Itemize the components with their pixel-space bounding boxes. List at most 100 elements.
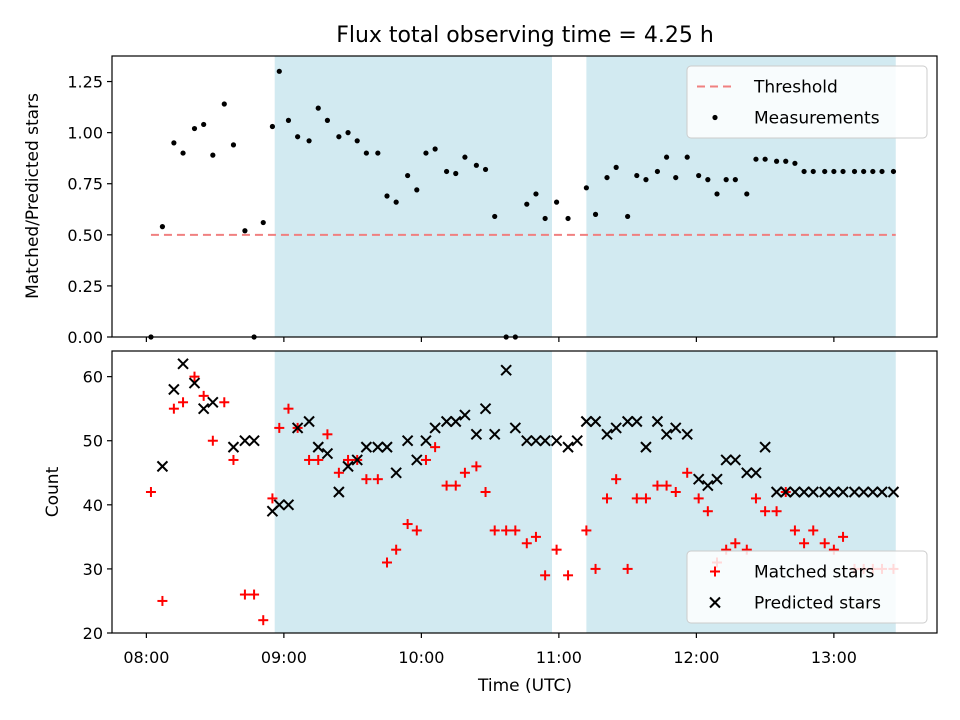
- legend-label: Measurements: [754, 109, 880, 129]
- matched-star-point: [219, 397, 230, 408]
- matched-star-point: [430, 442, 441, 453]
- predicted-star-point: [227, 441, 240, 453]
- predicted-star-point: [660, 428, 673, 441]
- measurement-point: [306, 138, 312, 144]
- measurement-point: [295, 134, 301, 140]
- predicted-star-point: [589, 415, 602, 428]
- y-tick-label: 0.25: [67, 277, 103, 296]
- predicted-star-point: [381, 441, 393, 453]
- observing-interval-0: [274, 351, 552, 633]
- predicted-star-point: [837, 486, 849, 498]
- measurement-point: [822, 168, 828, 175]
- predicted-star-point: [168, 383, 180, 396]
- matched-star-point: [228, 454, 239, 465]
- predicted-star-point: [342, 460, 354, 473]
- predicted-star-point: [429, 422, 441, 434]
- matched-star-point: [693, 493, 704, 504]
- predicted-star-point: [848, 486, 861, 498]
- predicted-star-point: [780, 486, 792, 498]
- matched-star-point: [771, 506, 782, 517]
- predicted-star-point: [489, 428, 501, 441]
- matched-star-point: [304, 454, 315, 465]
- y-tick-label: 0.75: [67, 175, 103, 194]
- matched-star-point: [459, 467, 470, 478]
- measurement-point: [604, 174, 610, 181]
- predicted-star-point: [207, 396, 219, 408]
- matched-star-point: [480, 487, 491, 497]
- matched-star-point: [640, 493, 651, 504]
- predicted-star-point: [828, 486, 840, 498]
- measurement-point: [783, 158, 789, 164]
- matched-star-point: [178, 397, 189, 408]
- measurement-point: [210, 152, 216, 158]
- measurement-point: [221, 101, 227, 107]
- measurement-point: [345, 130, 351, 136]
- matched-star-point: [540, 570, 551, 581]
- predicted-star-point: [729, 454, 742, 466]
- measurement-point: [613, 164, 619, 170]
- predicted-star-point: [411, 454, 423, 466]
- series-matched-stars: [145, 371, 899, 626]
- predicted-star-point: [321, 447, 334, 460]
- legend-entry: Threshold: [697, 78, 838, 98]
- matched-star-point: [450, 480, 461, 491]
- matched-star-point: [402, 519, 413, 530]
- y-tick-label: 60: [83, 368, 103, 387]
- predicted-star-point: [248, 435, 260, 447]
- predicted-star-point: [420, 435, 432, 447]
- x-axis-label: Time (UTC): [477, 676, 572, 696]
- measurement-point: [879, 168, 885, 175]
- measurement-point: [354, 138, 360, 144]
- measurement-point: [191, 125, 198, 132]
- measurement-point: [723, 177, 729, 183]
- measurement-point: [684, 154, 690, 160]
- matched-star-point: [581, 525, 592, 536]
- predicted-star-point: [580, 415, 593, 428]
- x-tick-label: 09:00: [261, 648, 307, 667]
- predicted-star-point: [450, 415, 462, 428]
- measurement-point: [230, 142, 237, 148]
- matched-star-point: [258, 615, 269, 626]
- measurement-point: [324, 117, 331, 123]
- matched-star-point: [372, 474, 383, 485]
- matched-star-point: [631, 493, 642, 504]
- matched-star-point: [682, 467, 693, 478]
- measurement-point: [634, 172, 640, 179]
- predicted-star-point: [500, 364, 512, 376]
- matched-star-point: [157, 595, 168, 606]
- legend: Matched stars Predicted stars: [686, 550, 928, 624]
- predicted-star-point: [312, 441, 324, 453]
- measurement-point: [315, 105, 321, 111]
- y-tick-label: 0.50: [67, 226, 103, 245]
- matched-star-point: [274, 422, 285, 433]
- x-tick-label: 13:00: [811, 648, 857, 667]
- predicted-star-point: [521, 435, 533, 447]
- predicted-star-point: [197, 402, 210, 415]
- matched-star-point: [799, 538, 810, 549]
- measurement-point: [524, 201, 530, 207]
- predicted-star-point: [333, 486, 345, 498]
- measurement-point: [696, 172, 702, 179]
- measurement-point: [565, 215, 571, 222]
- matched-star-point: [602, 493, 612, 504]
- matched-star-point: [361, 474, 372, 485]
- measurement-point: [801, 168, 807, 175]
- x-tick-label: 11:00: [536, 648, 582, 667]
- y-tick-label: 1.25: [67, 73, 103, 92]
- matched-star-point: [611, 474, 622, 485]
- predicted-star-point: [887, 486, 900, 498]
- y-axis-label-ratio: Matched/Predicted stars: [23, 93, 43, 299]
- predicted-star-point: [291, 422, 304, 434]
- measurement-point: [423, 150, 429, 156]
- measurement-point: [482, 166, 489, 173]
- predicted-star-point: [440, 415, 453, 428]
- predicted-star-point: [711, 473, 723, 485]
- predicted-star-point: [156, 460, 169, 473]
- matched-star-point: [670, 487, 681, 497]
- matched-star-point: [391, 544, 402, 555]
- measurement-point: [762, 156, 768, 162]
- x-tick-label: 08:00: [123, 648, 169, 667]
- predicted-star-point: [459, 409, 471, 421]
- predicted-star-point: [360, 441, 373, 453]
